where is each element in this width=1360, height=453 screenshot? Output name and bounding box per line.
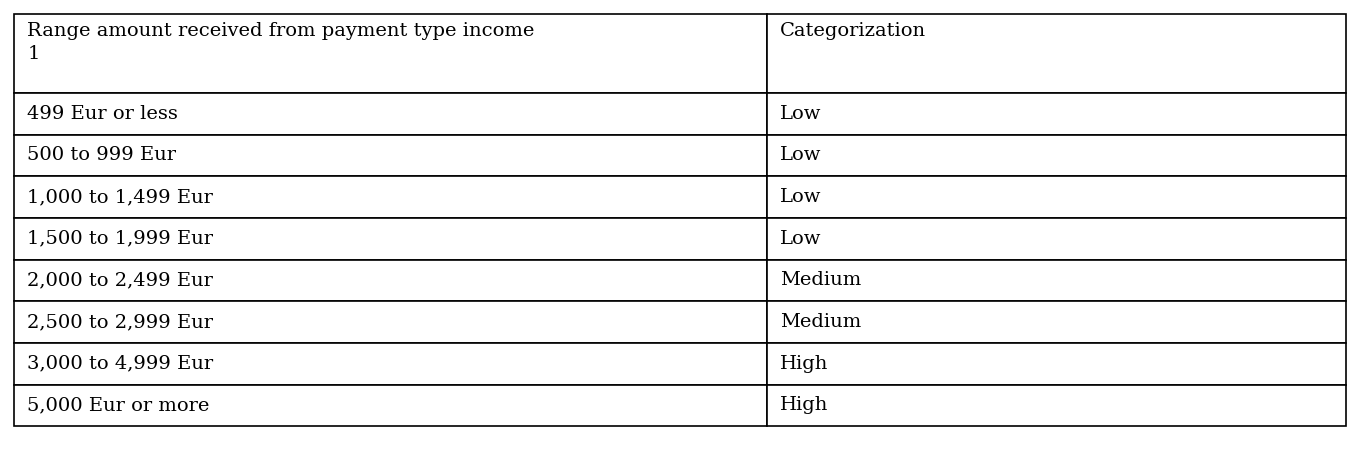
Text: High: High [781,396,828,414]
Text: 1,000 to 1,499 Eur: 1,000 to 1,499 Eur [27,188,214,206]
Text: Low: Low [781,188,821,206]
Text: 3,000 to 4,999 Eur: 3,000 to 4,999 Eur [27,355,214,373]
Bar [14,260,767,301]
Text: Medium: Medium [781,271,861,289]
Bar [14,14,767,93]
Bar [767,93,1346,135]
Text: 499 Eur or less: 499 Eur or less [27,105,178,123]
Text: 500 to 999 Eur: 500 to 999 Eur [27,146,177,164]
Text: 2,000 to 2,499 Eur: 2,000 to 2,499 Eur [27,271,214,289]
Text: Low: Low [781,230,821,248]
Bar [767,218,1346,260]
Text: Low: Low [781,105,821,123]
Text: High: High [781,355,828,373]
Bar [767,135,1346,176]
Bar [14,93,767,135]
Bar [767,260,1346,301]
Bar [767,14,1346,93]
Bar [767,176,1346,218]
Bar [14,176,767,218]
Bar [767,343,1346,385]
Bar [14,218,767,260]
Text: 2,500 to 2,999 Eur: 2,500 to 2,999 Eur [27,313,214,331]
Bar [14,343,767,385]
Text: Categorization: Categorization [781,22,926,40]
Bar [767,301,1346,343]
Bar [14,301,767,343]
Text: Range amount received from payment type income
1: Range amount received from payment type … [27,22,534,63]
Text: Medium: Medium [781,313,861,331]
Text: 5,000 Eur or more: 5,000 Eur or more [27,396,209,414]
Bar [14,135,767,176]
Bar [767,385,1346,426]
Bar [14,385,767,426]
Text: 1,500 to 1,999 Eur: 1,500 to 1,999 Eur [27,230,214,248]
Text: Low: Low [781,146,821,164]
